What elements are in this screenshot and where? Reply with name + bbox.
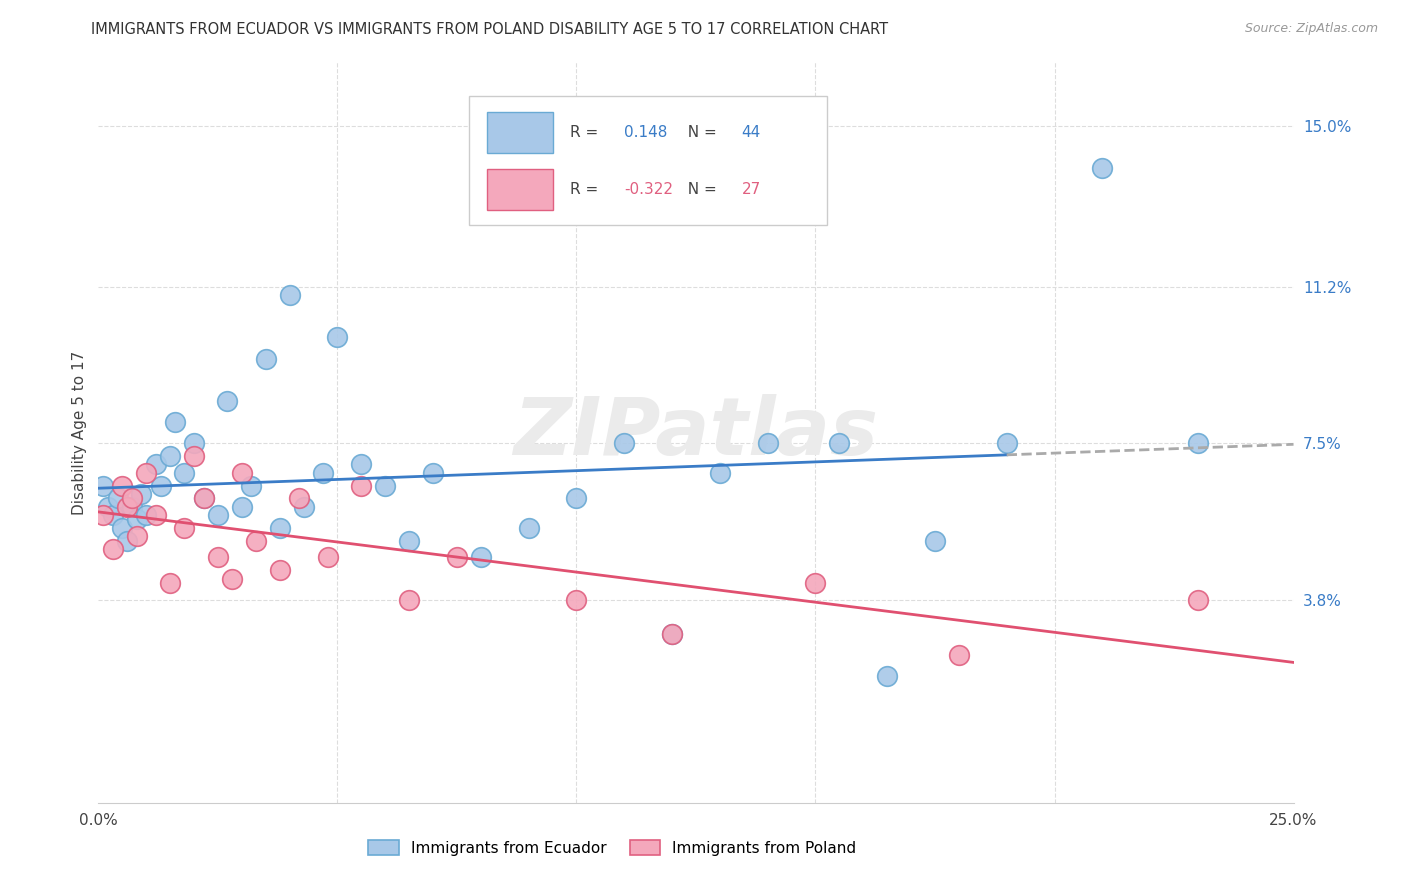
Y-axis label: Disability Age 5 to 17: Disability Age 5 to 17	[72, 351, 87, 515]
Point	[163, 415, 186, 429]
Point	[613, 436, 636, 450]
Point	[756, 436, 779, 450]
Text: -0.322: -0.322	[624, 182, 673, 196]
Point	[115, 533, 138, 548]
Point	[121, 500, 143, 514]
Point	[326, 330, 349, 344]
Point	[231, 500, 253, 514]
Point	[149, 478, 172, 492]
Point	[131, 487, 153, 501]
Point	[1091, 161, 1114, 176]
Point	[121, 491, 143, 506]
Text: R =: R =	[571, 125, 603, 139]
Point	[1187, 592, 1209, 607]
Point	[221, 572, 243, 586]
Point	[398, 592, 420, 607]
Point	[173, 521, 195, 535]
FancyBboxPatch shape	[486, 112, 553, 153]
Point	[173, 466, 195, 480]
Point	[231, 466, 253, 480]
Point	[101, 508, 124, 522]
Point	[183, 436, 205, 450]
Point	[135, 508, 157, 522]
Point	[101, 541, 124, 556]
Point	[115, 500, 138, 514]
Point	[193, 491, 215, 506]
Point	[422, 466, 444, 480]
Text: 0.148: 0.148	[624, 125, 668, 139]
FancyBboxPatch shape	[486, 169, 553, 210]
Text: 27: 27	[741, 182, 761, 196]
Point	[374, 478, 396, 492]
Point	[254, 351, 277, 366]
Point	[278, 288, 301, 302]
Text: ZIPatlas: ZIPatlas	[513, 393, 879, 472]
Point	[159, 449, 181, 463]
Point	[565, 491, 588, 506]
Point	[565, 592, 588, 607]
Point	[288, 491, 311, 506]
Point	[145, 508, 167, 522]
Text: N =: N =	[678, 125, 721, 139]
Point	[828, 436, 851, 450]
Point	[159, 575, 181, 590]
Point	[183, 449, 205, 463]
Point	[107, 491, 129, 506]
Point	[995, 436, 1018, 450]
FancyBboxPatch shape	[470, 95, 827, 226]
Point	[446, 550, 468, 565]
Text: R =: R =	[571, 182, 603, 196]
Point	[709, 466, 731, 480]
Point	[924, 533, 946, 548]
Legend: Immigrants from Ecuador, Immigrants from Poland: Immigrants from Ecuador, Immigrants from…	[363, 834, 862, 862]
Point	[245, 533, 267, 548]
Point	[398, 533, 420, 548]
Point	[91, 478, 114, 492]
Point	[661, 626, 683, 640]
Point	[470, 550, 492, 565]
Point	[350, 458, 373, 472]
Point	[125, 529, 148, 543]
Point	[97, 500, 120, 514]
Point	[948, 648, 970, 662]
Text: IMMIGRANTS FROM ECUADOR VS IMMIGRANTS FROM POLAND DISABILITY AGE 5 TO 17 CORRELA: IMMIGRANTS FROM ECUADOR VS IMMIGRANTS FR…	[91, 22, 889, 37]
Text: 44: 44	[741, 125, 761, 139]
Point	[125, 512, 148, 526]
Text: N =: N =	[678, 182, 721, 196]
Point	[207, 508, 229, 522]
Point	[316, 550, 339, 565]
Point	[1187, 436, 1209, 450]
Point	[804, 575, 827, 590]
Point	[292, 500, 315, 514]
Point	[193, 491, 215, 506]
Point	[517, 521, 540, 535]
Point	[135, 466, 157, 480]
Point	[269, 563, 291, 577]
Point	[217, 393, 239, 408]
Point	[145, 458, 167, 472]
Point	[111, 478, 134, 492]
Point	[661, 626, 683, 640]
Point	[312, 466, 335, 480]
Point	[240, 478, 263, 492]
Point	[111, 521, 134, 535]
Point	[876, 669, 898, 683]
Point	[207, 550, 229, 565]
Point	[91, 508, 114, 522]
Point	[269, 521, 291, 535]
Point	[350, 478, 373, 492]
Text: Source: ZipAtlas.com: Source: ZipAtlas.com	[1244, 22, 1378, 36]
